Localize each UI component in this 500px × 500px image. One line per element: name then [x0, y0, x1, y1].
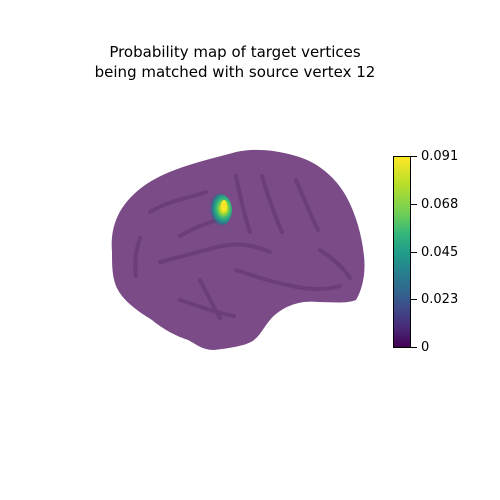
colorbar-tick-label: 0.023 — [421, 292, 459, 307]
colorbar — [393, 156, 411, 348]
probability-hotspot — [208, 194, 232, 226]
hotspot-peak — [221, 200, 227, 212]
colorbar-tick — [411, 204, 417, 205]
colorbar-tick — [411, 299, 417, 300]
colorbar-tick-label: 0 — [421, 340, 430, 355]
sulci — [133, 174, 352, 320]
colorbar-tick-label: 0.068 — [421, 197, 459, 212]
title-line-1: Probability map of target vertices — [109, 43, 361, 61]
figure-title: Probability map of target vertices being… — [0, 42, 470, 82]
colorbar-tick-label: 0.045 — [421, 245, 459, 260]
colorbar-tick-label: 0.091 — [421, 149, 459, 164]
colorbar-tick — [411, 156, 417, 157]
title-line-2: being matched with source vertex 12 — [94, 63, 376, 81]
colorbar-tick — [411, 252, 417, 253]
colorbar-tick — [411, 347, 417, 348]
